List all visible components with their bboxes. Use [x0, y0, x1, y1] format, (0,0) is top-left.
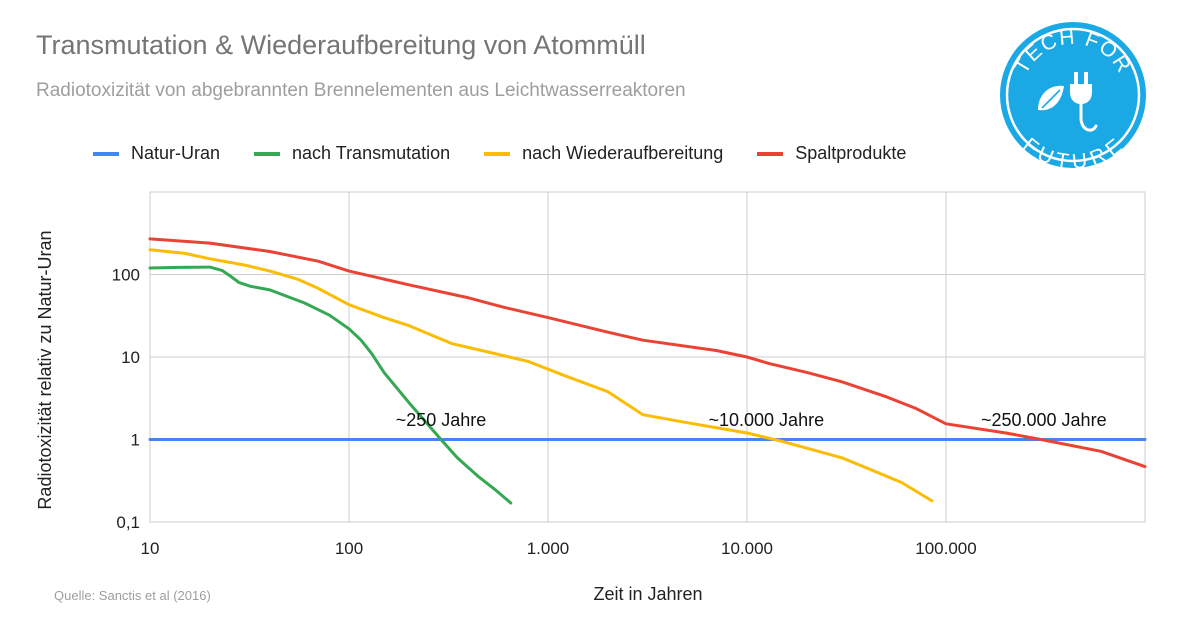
x-tick-label-3: 10.000	[721, 539, 773, 558]
chart-title: Transmutation & Wiederaufbereitung von A…	[36, 30, 646, 60]
chart-legend: Natur-Uran nach Transmutation nach Wiede…	[93, 143, 940, 164]
legend-item-natur-uran: Natur-Uran	[93, 143, 220, 164]
x-tick-label-2: 1.000	[527, 539, 570, 558]
legend-swatch-natur-uran	[93, 151, 119, 156]
legend-swatch-spaltprodukte	[757, 151, 784, 156]
x-tick-label-0: 10	[141, 539, 160, 558]
legend-item-spaltprodukte: Spaltprodukte	[757, 143, 906, 164]
tech-for-future-logo: TECH FOR FUTURE	[1000, 22, 1146, 168]
annotation-1: ~10.000 Jahre	[708, 410, 824, 430]
legend-label-natur-uran: Natur-Uran	[131, 143, 221, 163]
x-axis-label: Zeit in Jahren	[593, 584, 703, 604]
legend-swatch-transmutation	[254, 151, 281, 156]
y-tick-label-2: 10	[121, 348, 140, 367]
source-note: Quelle: Sanctis et al (2016)	[54, 588, 211, 603]
series-line-transmutation	[148, 265, 513, 505]
y-tick-label-1: 1	[131, 431, 140, 450]
series-line-wiederaufbereitung	[148, 248, 934, 503]
y-tick-label-0: 0,1	[116, 513, 140, 532]
x-tick-label-1: 100	[335, 539, 363, 558]
x-tick-label-4: 100.000	[915, 539, 976, 558]
legend-swatch-wiederaufbereitung	[484, 151, 511, 156]
legend-label-wiederaufbereitung: nach Wiederaufbereitung	[522, 143, 724, 163]
logo-ring	[1005, 27, 1141, 163]
y-tick-label-3: 100	[112, 266, 140, 285]
chart-subtitle: Radiotoxizität von abgebrannten Brennele…	[36, 80, 686, 101]
series-line-spaltprodukte	[148, 237, 1147, 469]
legend-label-transmutation: nach Transmutation	[292, 143, 451, 163]
legend-item-transmutation: nach Transmutation	[254, 143, 450, 164]
legend-item-wiederaufbereitung: nach Wiederaufbereitung	[484, 143, 723, 164]
plug-leaf-icon	[1038, 72, 1098, 132]
y-axis-label: Radiotoxizität relativ zu Natur-Uran	[35, 230, 55, 510]
annotation-0: ~250 Jahre	[396, 410, 487, 430]
legend-label-spaltprodukte: Spaltprodukte	[795, 143, 907, 163]
annotation-2: ~250.000 Jahre	[981, 410, 1107, 430]
